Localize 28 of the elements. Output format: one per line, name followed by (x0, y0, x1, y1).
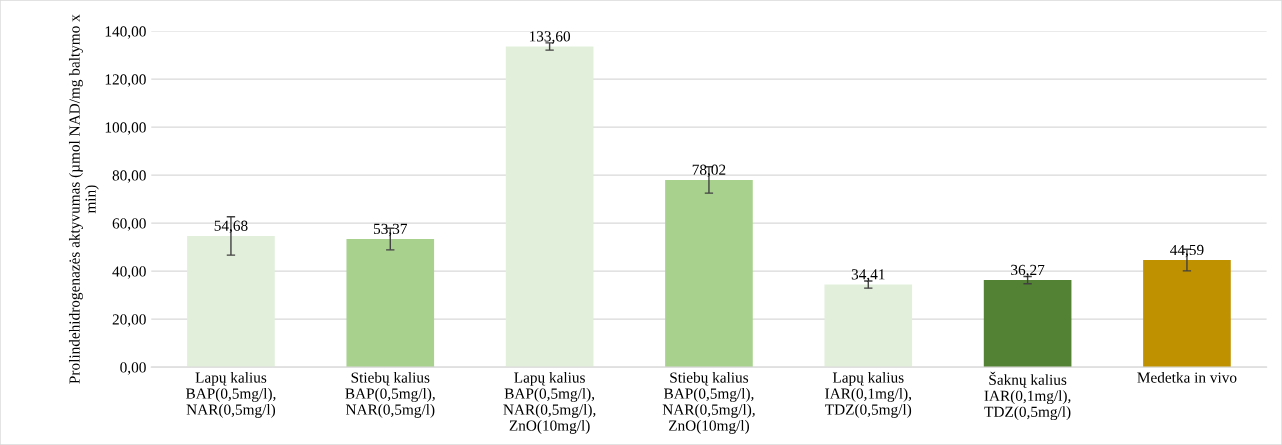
bar (983, 280, 1072, 368)
y-tick-label: 40,00 (112, 266, 146, 279)
y-tick-label: 120,00 (105, 74, 146, 87)
x-tick-label: Stiebų kalius BAP(0,5mg/l), NAR(0,5mg/l), ZnO(10mg/l) (662, 371, 755, 434)
data-label: 53,37 (373, 223, 408, 237)
bar (187, 235, 275, 368)
data-label: 34,41 (851, 269, 885, 282)
x-tick-label: Lapų kalius BAP(0,5mg/l), NAR(0,5mg/l) (185, 371, 276, 418)
x-tick-label: Lapų kalius BAP(0,5mg/l), NAR(0,5mg/l), ZnO(10mg/l) (503, 371, 596, 434)
data-label: 36,27 (1011, 264, 1045, 278)
data-label: 44,59 (1170, 244, 1204, 258)
data-label: 133,60 (529, 31, 571, 44)
y-tick-label: 80,00 (112, 170, 146, 183)
bar (665, 179, 753, 368)
y-axis-title: Prolindehidrogenazės aktyvumas (µmol NAD/mg baltymo x min) (68, 14, 99, 384)
x-tick-label: Stiebų kalius BAP(0,5mg/l), NAR(0,5mg/l) (345, 371, 435, 418)
bar (505, 46, 594, 368)
x-tick-label: Medetka in vivo (1137, 371, 1237, 383)
y-tick-label: 0,00 (120, 362, 146, 375)
y-tick-label: 100,00 (105, 122, 146, 135)
x-tick-label: Šaknų kalius IAR(0,1mg/l), TDZ(0,5mg/l) (984, 371, 1071, 421)
bar (1143, 260, 1231, 368)
y-tick-label: 60,00 (112, 218, 146, 231)
x-tick-label: Lapų kalius IAR(0,1mg/l), TDZ(0,5mg/l) (825, 371, 912, 418)
bar (346, 239, 435, 368)
y-tick-label: 140,00 (105, 26, 146, 39)
bar (824, 284, 913, 368)
y-tick-label: 20,00 (112, 314, 146, 327)
